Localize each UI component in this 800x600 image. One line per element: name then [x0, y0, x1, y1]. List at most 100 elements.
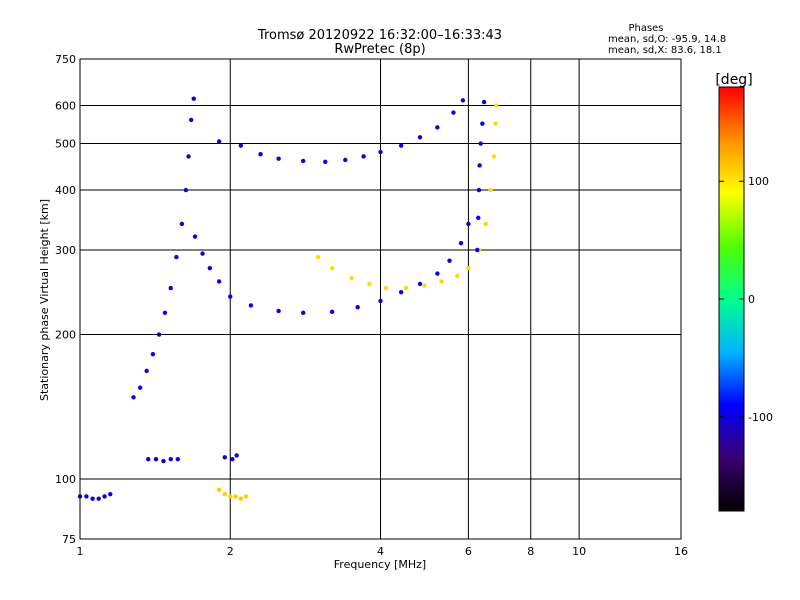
y-tick-label: 75 [62, 533, 76, 546]
data-point [207, 265, 213, 271]
data-point [183, 187, 189, 193]
data-point [343, 157, 348, 163]
data-point [480, 121, 485, 126]
data-point [460, 98, 466, 103]
y-tick-label: 500 [55, 138, 76, 151]
stats-x: mean, sd,X: 83.6, 18.1 [608, 45, 722, 56]
data-point [243, 494, 249, 499]
data-point [153, 456, 159, 462]
y-tick-label: 200 [55, 329, 76, 342]
data-point [179, 221, 185, 227]
colorbar-ticks: 100 0 -100 [719, 175, 773, 424]
x-tick-label: 10 [572, 545, 586, 558]
data-point [491, 154, 497, 159]
trace-o-mode-f2-trace [216, 98, 466, 165]
data-point [84, 494, 89, 499]
x-axis-label: Frequency [MHz] [334, 558, 426, 571]
data-point [175, 456, 180, 462]
data-point [329, 309, 335, 315]
data-point [417, 135, 423, 140]
data-point [378, 149, 383, 155]
data-point [186, 154, 191, 159]
data-point [355, 305, 360, 310]
data-point [435, 271, 440, 276]
data-point [403, 285, 409, 291]
data-point [137, 385, 143, 390]
data-point [476, 187, 482, 193]
data-point [150, 351, 156, 357]
data-point [361, 154, 366, 159]
data-point [131, 395, 136, 400]
x-axis-ticks: 1 2 4 6 8 10 16 [77, 545, 689, 558]
colorbar-tick-label: 0 [748, 293, 755, 306]
y-tick-label: 300 [55, 244, 76, 257]
data-point [222, 455, 227, 460]
data-point [108, 491, 113, 497]
data-point [233, 494, 238, 499]
chart-subtitle: RwPretec (8p) [334, 42, 425, 57]
data-point [493, 121, 498, 126]
data-point [477, 163, 482, 168]
data-point [276, 156, 281, 161]
data-point [300, 310, 306, 315]
plot-frame [79, 58, 682, 540]
data-point [192, 234, 198, 239]
y-axis-label: Stationary phase Virtual Height [km] [38, 199, 51, 401]
data-point [161, 458, 166, 464]
data-point [238, 143, 244, 148]
y-tick-label: 750 [55, 53, 76, 66]
data-point [455, 273, 460, 279]
x-tick-label: 4 [377, 545, 384, 558]
x-tick-label: 1 [77, 545, 84, 558]
data-point [230, 456, 235, 462]
data-point [398, 143, 404, 148]
y-tick-label: 400 [55, 184, 76, 197]
trace-o-mode-f1-rise [131, 96, 196, 400]
x-tick-label: 6 [465, 545, 472, 558]
data-point [435, 125, 440, 130]
data-point [315, 254, 321, 260]
data-point [191, 96, 196, 101]
data-point [417, 281, 423, 287]
data-point [162, 310, 168, 315]
data-point [102, 494, 107, 499]
data-point [234, 453, 239, 458]
colorbar-label: [deg] [715, 72, 752, 88]
y-tick-label: 600 [55, 100, 76, 113]
data-point [493, 103, 499, 108]
data-point [483, 221, 488, 227]
data-point [398, 290, 404, 295]
data-point [228, 494, 233, 499]
data-point [451, 110, 456, 115]
data-point [228, 294, 233, 299]
stats-header: Phases [628, 23, 663, 34]
trace-o-mode-f1-cusp [192, 221, 471, 315]
data-point [422, 283, 427, 288]
data-point [188, 117, 194, 123]
chart-title: Tromsø 20120922 16:32:00–16:33:43 [257, 28, 502, 43]
grid-lines [80, 59, 681, 539]
data-point [146, 456, 151, 462]
trace-x-mode-f-trace [315, 103, 499, 291]
data-point [216, 279, 222, 284]
data-point [383, 285, 389, 291]
trace-sporadic-e [146, 453, 239, 464]
data-point [349, 276, 354, 281]
data-point [96, 496, 101, 501]
data-point [378, 298, 383, 304]
data-point [300, 158, 306, 164]
data-point [439, 279, 444, 284]
data-point [174, 254, 179, 260]
x-tick-label: 16 [674, 545, 688, 558]
colorbar-tick-label: -100 [748, 411, 773, 424]
data-point [216, 487, 222, 492]
trace-o-mode-e-region [77, 491, 113, 501]
data-point [481, 99, 487, 105]
x-tick-label: 8 [527, 545, 534, 558]
data-point [458, 240, 464, 246]
data-point [238, 496, 244, 501]
trace-x-mode-e-trace [216, 487, 249, 501]
data-point [323, 159, 328, 165]
data-point [447, 258, 452, 263]
